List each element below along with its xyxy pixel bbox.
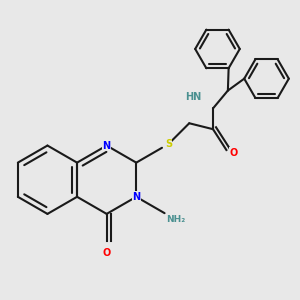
Text: S: S [165,139,172,149]
Text: O: O [230,148,238,158]
Text: O: O [103,248,111,257]
Text: NH₂: NH₂ [167,215,186,224]
Text: N: N [132,192,140,202]
Text: N: N [103,140,111,151]
Text: HN: HN [185,92,201,101]
